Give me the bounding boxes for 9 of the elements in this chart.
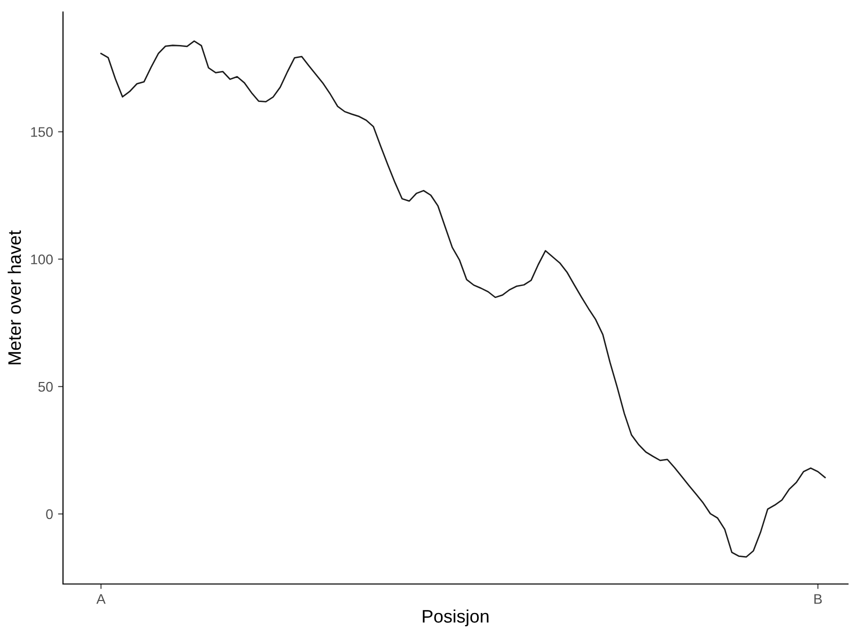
y-tick-label: 50	[38, 382, 53, 392]
y-tick-label: 0	[46, 509, 53, 520]
x-tick-label: B	[814, 594, 822, 604]
y-axis-title: Meter over havet	[8, 230, 21, 364]
y-tick-label: 150	[31, 127, 53, 137]
x-tick-label: A	[96, 594, 106, 604]
x-axis-title: Posisjon	[422, 609, 488, 626]
y-tick-label: 100	[31, 254, 53, 264]
line-series	[100, 40, 826, 558]
